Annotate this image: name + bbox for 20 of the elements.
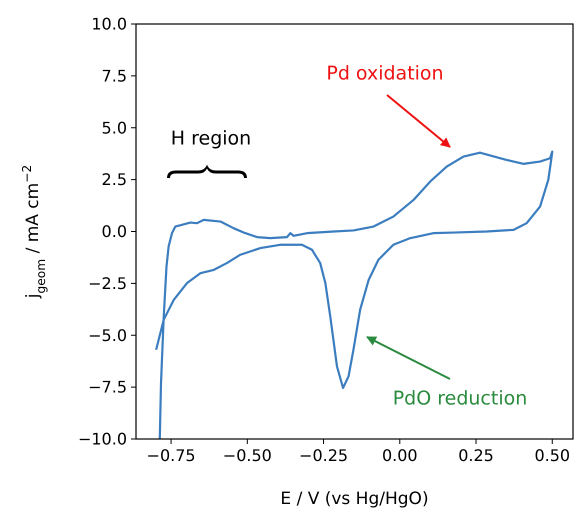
x-tick-label: 0.00 <box>382 446 418 465</box>
annotation: Pd oxidation <box>326 62 444 85</box>
x-tick-label: −0.50 <box>222 446 272 465</box>
y-tick-label: 2.5 <box>102 170 127 190</box>
annotation: PdO reduction <box>392 388 528 410</box>
y-tick-label: −7.5 <box>88 378 127 397</box>
x-axis-title: E / V (vs Hg/HgO) <box>280 489 429 509</box>
y-tick-label: 0.0 <box>102 222 127 242</box>
annotation: H region <box>170 128 252 150</box>
y-tick-label: 10.0 <box>91 14 127 34</box>
x-tick-label: −0.75 <box>146 446 196 465</box>
y-tick-label: 7.5 <box>102 66 127 86</box>
y-tick-label: 5.0 <box>102 118 127 138</box>
x-tick-label: −0.25 <box>299 446 348 465</box>
y-tick-label: −2.5 <box>88 274 127 293</box>
x-tick-label: 0.50 <box>534 446 570 465</box>
y-tick-label: −10.0 <box>78 430 127 449</box>
x-tick-label: 0.25 <box>458 446 494 465</box>
line-series <box>155 150 554 440</box>
y-tick-label: −5.0 <box>88 326 127 345</box>
